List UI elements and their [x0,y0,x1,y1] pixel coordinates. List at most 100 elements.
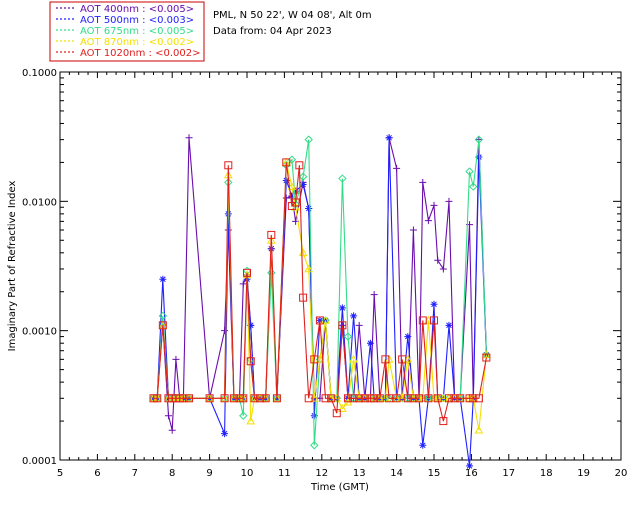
data-point-square [304,394,313,403]
data-point-square [474,394,483,403]
data-point-diamond [310,441,319,450]
data-point-diamond [474,135,484,144]
data-point-diamond [343,332,353,341]
data-point-diamond [469,182,478,191]
data-point-plus [393,164,401,172]
data-point-asterisk [299,180,307,188]
x-tick-label: 11 [278,468,291,479]
data-point-square [456,394,465,403]
data-point-plus [445,197,453,205]
data-point-square [179,394,188,403]
data-point-square [246,357,255,366]
data-point-square [418,316,427,325]
data-point-triangle [246,416,256,425]
data-point-square [343,394,352,403]
legend-entry: AOT 1020nm : <0.002> [80,48,200,59]
data-point-triangle [272,393,282,402]
legend-box [49,1,205,62]
data-point-plus [168,426,176,434]
x-tick-label: 12 [315,468,328,479]
data-point-square [229,394,238,403]
data-point-square [267,230,276,239]
data-point-square [375,394,384,403]
data-point-square [315,316,324,325]
series-line [153,137,487,431]
data-point-square [239,394,248,403]
x-tick-label: 20 [615,468,628,479]
y-tick-label: 0.1000 [22,68,57,79]
data-point-triangle [349,354,358,363]
data-point-square [360,394,369,403]
x-tick-label: 17 [502,468,515,479]
data-point-diamond [338,174,347,183]
data-point-square [153,394,162,403]
data-point-diamond [298,172,308,181]
data-point-diamond [239,411,248,420]
data-point-square [256,394,265,403]
data-point-plus [430,201,438,209]
data-point-square [243,268,251,277]
x-tick-label: 14 [390,468,403,479]
data-point-plus [185,134,193,142]
legend-entry: AOT 870nm : <0.002> [80,37,194,48]
data-point-asterisk [430,300,438,308]
data-point-asterisk [404,333,412,341]
x-tick-label: 18 [540,468,553,479]
x-tick-label: 13 [353,468,366,479]
site-label: PML, N 50 22', W 04 08', Alt 0m [213,10,372,21]
y-axis-label: Imaginary Part of Refractive Index [7,181,18,352]
series-1 [150,134,490,434]
x-tick-label: 6 [94,468,100,479]
y-tick-label: 0.0001 [22,456,57,467]
data-point-square [327,394,336,403]
data-point-square [185,394,194,403]
data-point-square [355,394,364,403]
data-point-square [450,394,459,403]
data-point-asterisk [466,462,474,470]
x-tick-label: 16 [465,468,478,479]
legend: AOT 400nm : <0.005>AOT 500nm : <0.003>AO… [56,4,200,59]
data-point-asterisk [366,339,374,347]
data-point-square [205,394,214,403]
date-label: Data from: 04 Apr 2023 [213,26,332,37]
data-point-square [224,161,233,170]
data-point-diamond [267,268,276,278]
data-point-square [424,394,433,403]
data-point-square [430,316,438,325]
data-point-asterisk [445,321,453,329]
data-point-plus [370,291,378,299]
series-line [153,162,487,422]
data-point-square [310,355,319,364]
data-point-asterisk [475,153,483,161]
data-point-asterisk [338,304,346,312]
data-point-plus [439,265,447,273]
legend-entry: AOT 400nm : <0.005> [80,4,194,15]
data-point-asterisk [159,275,167,283]
data-point-diamond [158,311,168,321]
data-point-square [409,394,418,403]
data-point-square [482,353,491,362]
data-point-square [299,293,308,302]
data-point-square [398,355,407,364]
data-point-asterisk [282,176,290,184]
x-tick-label: 5 [57,468,63,479]
data-point-plus [282,194,290,202]
data-point-plus [419,178,427,186]
data-point-plus [172,355,180,363]
legend-entry: AOT 675nm : <0.005> [80,26,194,37]
x-tick-label: 7 [132,468,138,479]
data-point-plus [164,412,172,420]
data-point-square [370,394,379,403]
data-point-plus [434,256,442,264]
data-point-square [295,161,304,170]
data-point-square [415,394,424,403]
data-point-triangle [304,264,314,273]
data-point-square [261,394,270,403]
data-point-plus [221,327,229,335]
data-point-asterisk [247,321,255,329]
data-point-square [272,394,281,403]
data-point-diamond [304,135,313,144]
data-point-square [321,394,330,403]
data-point-diamond [465,167,474,176]
series-2 [150,134,490,470]
